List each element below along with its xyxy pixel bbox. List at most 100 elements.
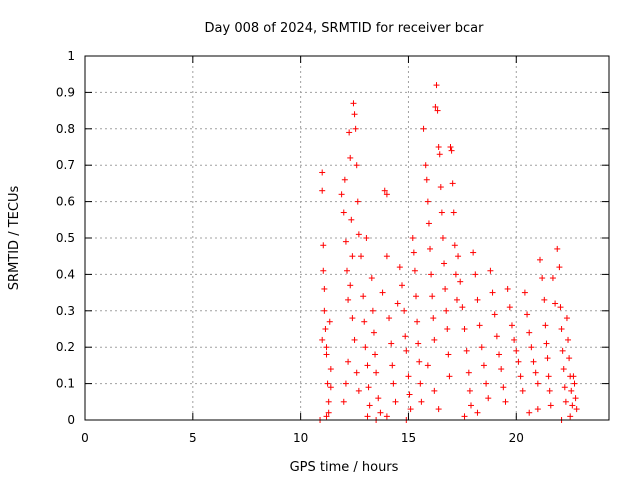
data-points [317,82,580,423]
data-point [435,144,442,150]
data-point [341,176,348,183]
data-point [485,395,492,402]
y-tick-label: 0.4 [56,267,75,281]
data-point [325,409,332,416]
y-tick-label: 0.1 [56,377,75,391]
data-point [396,264,403,271]
data-point [363,235,370,241]
grid [85,56,609,420]
data-point [345,296,352,303]
data-point [347,282,354,289]
data-point [319,187,326,194]
data-point [389,362,396,369]
data-point [562,398,569,405]
data-point [430,315,437,322]
data-point [474,296,481,303]
data-point [449,180,456,187]
data-point [450,209,457,216]
data-point [544,355,551,362]
x-axis-title: GPS time / hours [290,460,399,475]
data-point [413,293,420,300]
data-point [355,387,362,394]
data-point [349,315,356,322]
data-point [372,351,379,358]
data-point [362,344,369,351]
data-point [327,366,334,373]
data-point [478,344,485,351]
data-point [424,362,431,369]
data-point [370,329,377,336]
data-point [545,373,552,380]
data-point [326,318,333,325]
data-point [322,326,329,332]
x-tick-label: 0 [81,431,89,445]
data-point [433,82,440,89]
data-point [381,187,388,194]
data-point [407,406,414,413]
y-tick-label: 0.7 [56,158,75,172]
data-point [349,253,356,260]
data-point [515,358,522,365]
data-point [539,275,546,282]
data-point [325,398,332,405]
data-point [521,289,528,296]
data-point [502,398,509,405]
data-point [500,384,507,391]
data-point [571,380,578,387]
data-point [439,235,446,241]
data-point [470,249,477,256]
data-point [414,318,421,325]
data-point [347,154,354,161]
data-point [483,380,490,387]
data-point [425,220,432,227]
data-point [552,300,559,307]
data-point [508,322,515,329]
x-axis-ticks: 0 5 10 15 20 [81,56,524,445]
data-point [348,216,355,223]
data-point [377,409,384,416]
data-point [321,307,328,314]
data-point [445,351,452,358]
data-point [541,296,548,303]
data-point [323,351,330,358]
data-point [324,380,331,387]
data-point [354,198,361,205]
data-point [321,285,328,292]
data-point [390,380,397,387]
data-point [444,326,451,332]
data-point [358,253,365,260]
data-point [402,333,409,340]
data-point [536,256,543,263]
data-point [457,278,464,285]
data-point [549,275,556,282]
data-point [463,347,470,354]
data-point [375,395,382,402]
data-point [401,307,408,314]
data-point [423,176,430,183]
data-point [368,275,375,282]
data-point [353,369,360,376]
data-point [526,329,533,336]
data-point [517,373,524,380]
data-point [461,326,468,332]
data-point [373,369,380,376]
data-point [323,413,330,420]
data-point [451,242,458,249]
data-point [489,289,496,296]
data-point [366,402,373,409]
data-point [386,315,393,322]
data-point [409,235,416,241]
data-point [573,406,580,413]
data-point [345,358,352,365]
data-point [513,347,520,354]
data-point [320,242,327,249]
data-point [416,358,423,365]
data-point [554,245,561,252]
y-tick-label: 1 [67,49,75,63]
data-point [432,103,439,110]
data-point [493,333,500,340]
data-point [355,231,362,238]
data-point [360,293,367,300]
data-point [441,260,448,267]
